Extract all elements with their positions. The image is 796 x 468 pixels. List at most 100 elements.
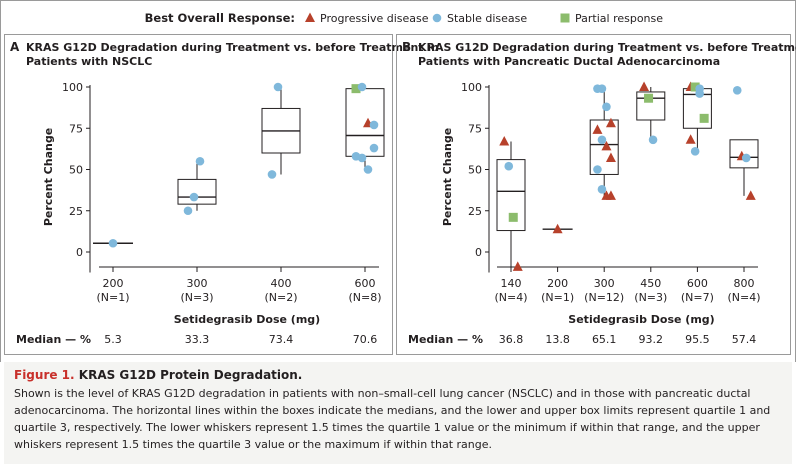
data-point xyxy=(695,84,704,93)
box-450 xyxy=(636,81,666,145)
panel-title: KRAS G12D Degradation during Treatment v… xyxy=(418,41,796,54)
data-point xyxy=(267,170,277,179)
y-tick-label: 25 xyxy=(468,205,482,218)
panel-title: KRAS G12D Degradation during Treatment v… xyxy=(26,41,439,54)
data-point xyxy=(745,190,756,200)
caption-text: Shown is the level of KRAS G12D degradat… xyxy=(14,387,771,451)
median-value: 57.4 xyxy=(732,333,757,346)
y-tick-label: 75 xyxy=(468,122,482,135)
data-point xyxy=(363,165,373,174)
box-300 xyxy=(177,156,217,216)
median-row-label: Median — % xyxy=(16,333,91,346)
x-tick-n-label: (N=7) xyxy=(681,291,714,304)
caption-title-text: KRAS G12D Protein Degradation. xyxy=(78,368,303,382)
data-point xyxy=(195,156,205,166)
panel-frame xyxy=(4,34,393,355)
data-point xyxy=(741,153,751,163)
y-tick-label: 25 xyxy=(69,205,83,218)
data-point xyxy=(592,124,603,134)
x-tick-label: 200 xyxy=(547,277,568,290)
panel-b: B KRAS G12D Degradation during Treatment … xyxy=(396,34,796,355)
median-value: 70.6 xyxy=(353,333,378,346)
data-point xyxy=(189,192,199,202)
box-800 xyxy=(729,86,759,200)
x-tick-n-label: (N=12) xyxy=(584,291,624,304)
median-value: 65.1 xyxy=(592,333,617,346)
figure-caption: Figure 1. KRAS G12D Protein Degradation.… xyxy=(4,362,792,464)
median-value: 73.4 xyxy=(269,333,294,346)
x-tick-n-label: (N=8) xyxy=(348,291,381,304)
legend-marker-triangle xyxy=(305,12,315,22)
y-axis-label: Percent Change xyxy=(42,128,55,226)
box-140 xyxy=(496,135,526,271)
legend-label: Partial response xyxy=(575,12,663,25)
data-point xyxy=(351,84,361,94)
y-tick-label: 100 xyxy=(62,81,83,94)
data-point xyxy=(602,102,611,112)
panel-letter: A xyxy=(10,40,20,54)
panel-letter: B xyxy=(402,40,411,54)
panel-frame xyxy=(396,34,791,355)
x-tick-n-label: (N=4) xyxy=(727,291,760,304)
y-tick-label: 50 xyxy=(468,164,482,177)
data-point xyxy=(685,134,696,144)
data-point xyxy=(690,147,700,156)
box-400 xyxy=(261,82,301,179)
data-point xyxy=(108,238,118,248)
panel-a: A KRAS G12D Degradation during Treatment … xyxy=(4,34,439,355)
median-value: 13.8 xyxy=(545,333,570,346)
median-value: 93.2 xyxy=(639,333,664,346)
legend-title: Best Overall Response: xyxy=(145,11,295,25)
median-value: 95.5 xyxy=(685,333,710,346)
legend: Best Overall Response: Progressive diseas… xyxy=(145,11,664,25)
data-point xyxy=(644,93,654,103)
data-point xyxy=(597,84,607,93)
y-tick-label: 50 xyxy=(69,164,83,177)
data-point xyxy=(597,185,607,194)
data-point xyxy=(699,113,709,123)
data-point xyxy=(648,135,658,145)
data-point xyxy=(499,135,510,146)
median-value: 5.3 xyxy=(104,333,122,346)
y-axis: 0 25 50 75 100 Percent Change xyxy=(42,81,91,273)
y-tick-label: 0 xyxy=(76,246,83,259)
y-axis: 0 25 50 75 100 Percent Change xyxy=(441,81,490,273)
box-iqr xyxy=(177,178,217,205)
legend-item: Stable disease xyxy=(432,12,527,25)
legend-marker-square xyxy=(560,13,570,23)
data-point xyxy=(369,143,379,153)
data-point xyxy=(369,120,379,130)
x-tick-n-label: (N=3) xyxy=(634,291,667,304)
x-tick-label: 400 xyxy=(271,277,292,290)
data-point xyxy=(605,190,616,200)
x-tick-label: 140 xyxy=(501,277,522,290)
data-point xyxy=(512,261,523,271)
x-tick-n-label: (N=1) xyxy=(96,291,129,304)
median-value: 33.3 xyxy=(185,333,210,346)
data-point xyxy=(690,82,700,92)
x-axis: 140(N=4)200(N=1)300(N=12)450(N=3)600(N=7… xyxy=(494,266,761,304)
box-200 xyxy=(542,223,573,234)
data-point xyxy=(357,82,367,92)
y-tick-label: 75 xyxy=(69,122,83,135)
y-axis-label: Percent Change xyxy=(441,128,454,226)
x-tick-label: 200 xyxy=(103,277,124,290)
data-point xyxy=(552,223,563,234)
median-value: 36.8 xyxy=(499,333,524,346)
y-tick-label: 100 xyxy=(461,81,482,94)
data-point xyxy=(597,135,607,145)
panel-title: Patients with NSCLC xyxy=(26,55,152,68)
box-300 xyxy=(589,84,619,200)
x-tick-n-label: (N=1) xyxy=(541,291,574,304)
x-tick-n-label: (N=4) xyxy=(494,291,527,304)
data-point xyxy=(732,86,742,95)
box-iqr xyxy=(729,139,759,169)
legend-item: Partial response xyxy=(560,12,663,25)
data-point xyxy=(605,152,616,162)
x-axis: 200(N=1) 300(N=3) 400(N=2) 600(N=8) xyxy=(96,266,382,304)
data-point xyxy=(504,161,514,171)
legend-marker-circle xyxy=(432,13,442,23)
box-600 xyxy=(682,81,712,156)
caption-title: Figure 1. KRAS G12D Protein Degradation. xyxy=(14,367,782,383)
